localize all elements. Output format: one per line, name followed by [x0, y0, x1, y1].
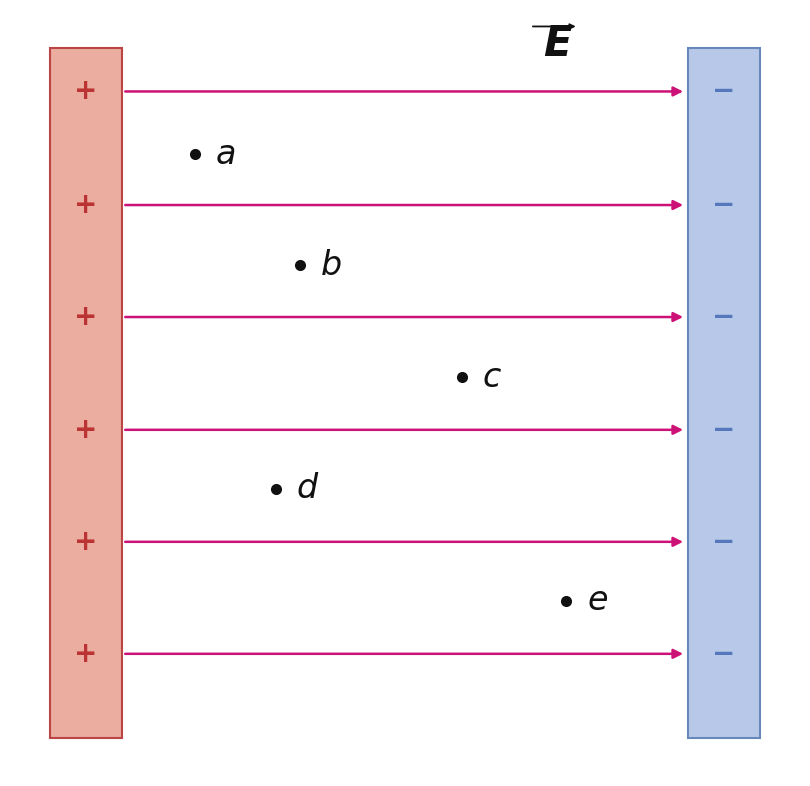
Text: −: − — [712, 78, 735, 105]
Text: −: − — [712, 416, 735, 444]
Text: −: − — [712, 303, 735, 331]
Text: +: + — [75, 528, 98, 556]
Text: $\mathit{d}$: $\mathit{d}$ — [296, 472, 319, 505]
Bar — [688, 49, 760, 737]
Text: +: + — [75, 416, 98, 444]
Bar — [50, 49, 122, 737]
Text: $\mathit{a}$: $\mathit{a}$ — [215, 138, 236, 171]
Text: +: + — [75, 303, 98, 331]
Text: +: + — [75, 78, 98, 105]
Text: $\boldsymbol{E}$: $\boldsymbol{E}$ — [544, 24, 573, 65]
Text: −: − — [712, 191, 735, 219]
Text: $\mathit{e}$: $\mathit{e}$ — [586, 584, 608, 617]
Text: −: − — [712, 528, 735, 556]
Text: $\mathit{b}$: $\mathit{b}$ — [320, 249, 342, 282]
Text: +: + — [75, 191, 98, 219]
Text: +: + — [75, 640, 98, 668]
Text: $\mathit{c}$: $\mathit{c}$ — [482, 361, 501, 394]
Text: −: − — [712, 640, 735, 668]
